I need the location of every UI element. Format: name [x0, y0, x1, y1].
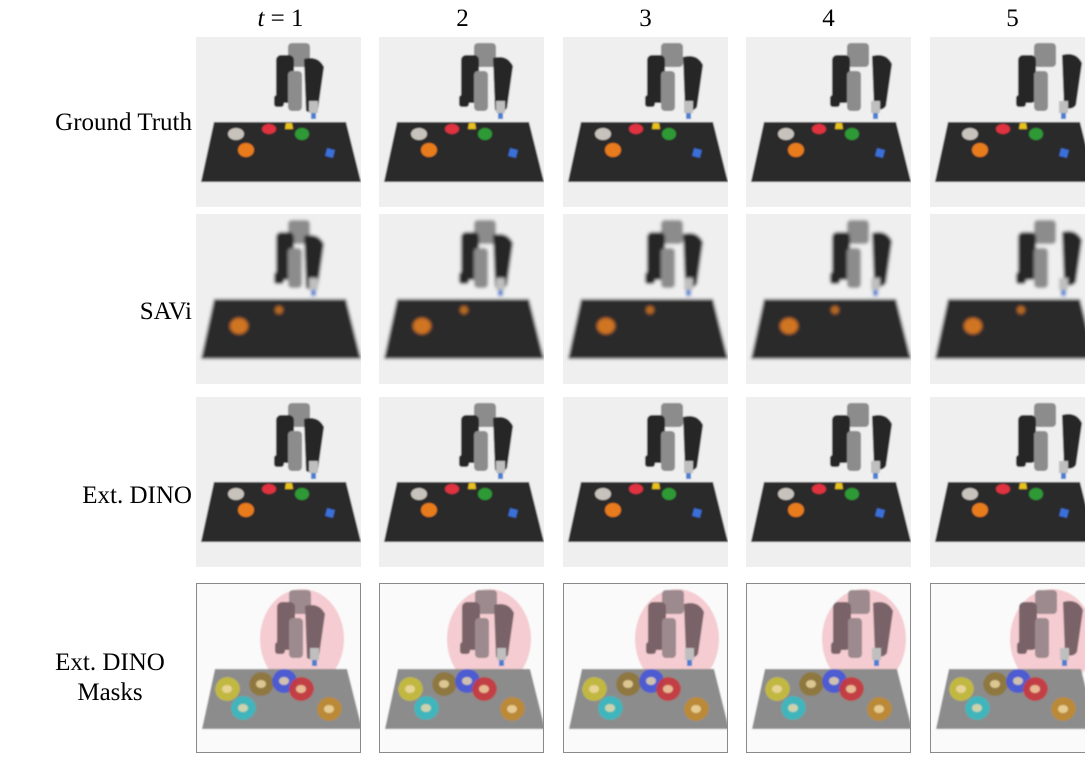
table-surface	[201, 482, 361, 542]
scene-image-dino-t1	[196, 397, 361, 567]
scene-image-dino-t4	[746, 397, 911, 567]
scene-image-mask-t2	[380, 584, 543, 752]
column-header-3: 3	[639, 5, 652, 32]
robot-arm	[830, 220, 892, 296]
panel-dino-t2	[379, 397, 544, 567]
panel-savi-t5	[930, 214, 1085, 384]
table-surface	[201, 299, 361, 359]
table-surface	[384, 122, 544, 182]
scene-image-dino-t2	[379, 397, 544, 567]
panel-savi-t3	[563, 214, 728, 384]
row-label-line-1: Ext. DINO	[55, 649, 165, 676]
scene-image-gt-t5	[930, 37, 1085, 207]
robot-arm	[645, 403, 703, 479]
panel-savi-t2	[379, 214, 544, 384]
row-label-ground-truth: Ground Truth	[55, 109, 192, 136]
scene-image-savi-t4	[746, 214, 911, 384]
table-surface	[751, 299, 911, 359]
panel-mask-t2	[379, 583, 544, 753]
table-surface	[751, 122, 911, 182]
scene-image-mask-t3	[564, 584, 727, 752]
panel-mask-t4	[746, 583, 911, 753]
robot-arm	[830, 43, 892, 119]
robot-arm	[459, 403, 513, 479]
scene-image-savi-t2	[379, 214, 544, 384]
table-surface	[568, 299, 728, 359]
scene-image-dino-t3	[563, 397, 728, 567]
robot-arm	[635, 589, 719, 689]
scene-image-savi-t1	[196, 214, 361, 384]
row-label-ext-dino: Ext. DINO	[82, 482, 192, 509]
row-label-line-2: Masks	[77, 679, 143, 706]
scene-image-savi-t5	[930, 214, 1085, 384]
table-surface	[384, 482, 544, 542]
panel-gt-t3	[563, 37, 728, 207]
panel-dino-t4	[746, 397, 911, 567]
row-label-savi: SAVi	[139, 298, 192, 325]
robot-arm	[645, 220, 703, 296]
robot-arm	[1016, 220, 1082, 296]
table-surface	[751, 482, 911, 542]
table-surface	[568, 122, 728, 182]
scene-image-gt-t2	[379, 37, 544, 207]
column-header-5: 5	[1006, 5, 1019, 32]
row-label-ext-dino-masks: Ext. DINO Masks	[30, 648, 190, 708]
panel-gt-t5	[930, 37, 1085, 207]
robot-arm	[459, 43, 513, 119]
table-surface	[201, 122, 361, 182]
robot-arm	[822, 589, 906, 689]
table-surface	[384, 299, 544, 359]
panel-mask-t5	[930, 583, 1085, 753]
panel-gt-t4	[746, 37, 911, 207]
panel-savi-t1	[196, 214, 361, 384]
column-header-t1: t = 1	[257, 5, 304, 32]
panel-savi-t4	[746, 214, 911, 384]
scene-image-mask-t4	[747, 584, 910, 752]
panel-dino-t3	[563, 397, 728, 567]
scene-image-mask-t5	[931, 584, 1085, 752]
robot-arm	[830, 403, 892, 479]
robot-arm	[645, 43, 703, 119]
panel-gt-t1	[196, 37, 361, 207]
scene-image-dino-t5	[930, 397, 1085, 567]
robot-arm	[274, 403, 324, 479]
robot-arm	[1016, 403, 1082, 479]
panel-mask-t1	[196, 583, 361, 753]
scene-image-savi-t3	[563, 214, 728, 384]
panel-dino-t1	[196, 397, 361, 567]
robot-arm	[447, 589, 531, 689]
column-header-4: 4	[822, 5, 835, 32]
robot-arm	[260, 589, 344, 689]
scene-image-gt-t3	[563, 37, 728, 207]
table-surface	[568, 482, 728, 542]
column-header-2: 2	[456, 5, 469, 32]
panel-mask-t3	[563, 583, 728, 753]
scene-image-gt-t4	[746, 37, 911, 207]
scene-image-gt-t1	[196, 37, 361, 207]
table-surface	[935, 299, 1085, 359]
robot-arm	[274, 220, 324, 296]
robot-arm	[1016, 43, 1082, 119]
robot-arm	[1010, 589, 1085, 689]
scene-image-mask-t1	[197, 584, 360, 752]
robot-arm	[459, 220, 513, 296]
panel-gt-t2	[379, 37, 544, 207]
robot-arm	[274, 43, 324, 119]
panel-dino-t5	[930, 397, 1085, 567]
